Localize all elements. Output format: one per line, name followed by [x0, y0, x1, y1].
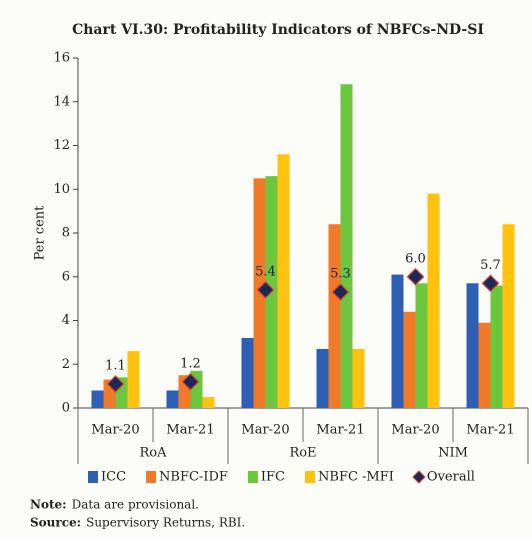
- data-label: 5.7: [480, 258, 501, 273]
- bar: [253, 178, 266, 408]
- bar: [127, 351, 140, 408]
- group-label: RoA: [139, 446, 167, 461]
- note-label: Source:: [30, 516, 81, 530]
- group-label: NIM: [438, 446, 468, 461]
- overall-marker: [181, 372, 200, 391]
- y-tick-label: 10: [53, 182, 70, 197]
- bar: [478, 322, 491, 408]
- data-label: 1.1: [105, 358, 126, 373]
- y-tick-label: 4: [62, 313, 70, 328]
- bar: [328, 224, 341, 408]
- x-tick-label: Mar-21: [316, 423, 364, 438]
- overall-marker: [406, 267, 425, 286]
- data-label: 6.0: [405, 251, 426, 266]
- legend-label: NBFC-IDF: [159, 470, 228, 485]
- bar: [166, 390, 179, 408]
- legend-swatch: [88, 471, 98, 483]
- bar: [202, 397, 215, 408]
- x-tick-label: Mar-20: [91, 423, 139, 438]
- y-tick-label: 14: [53, 94, 70, 109]
- bar: [352, 348, 365, 408]
- y-tick-label: 12: [53, 138, 70, 153]
- legend-label: Overall: [427, 470, 475, 485]
- legend-swatch: [305, 471, 316, 483]
- y-tick-label: 6: [62, 269, 70, 284]
- group-label: RoE: [289, 446, 316, 461]
- overall-marker: [481, 274, 500, 293]
- y-tick-label: 16: [53, 51, 70, 66]
- y-tick-label: 2: [62, 357, 70, 372]
- bar: [427, 193, 440, 408]
- bar: [91, 390, 104, 408]
- bar: [241, 338, 254, 408]
- note-text: Supervisory Returns, RBI.: [86, 516, 245, 530]
- bar: [415, 283, 428, 408]
- legend-swatch: [412, 470, 426, 484]
- y-tick-label: 8: [62, 226, 70, 241]
- chart-title: Chart VI.30: Profitability Indicators of…: [72, 22, 484, 38]
- bar: [391, 274, 404, 408]
- bar: [490, 285, 503, 408]
- note-label: Note:: [30, 498, 67, 512]
- bar: [502, 224, 515, 408]
- bar: [316, 348, 329, 408]
- overall-marker: [331, 283, 350, 301]
- data-label: 5.4: [255, 264, 276, 279]
- data-label: 1.2: [180, 356, 201, 371]
- x-tick-label: Mar-20: [241, 423, 289, 438]
- bar: [277, 154, 290, 408]
- overall-marker: [256, 281, 275, 299]
- x-tick-label: Mar-21: [466, 423, 514, 438]
- legend-label: NBFC -MFI: [318, 470, 394, 485]
- legend-label: ICC: [101, 470, 126, 485]
- x-tick-label: Mar-20: [391, 423, 439, 438]
- bar: [403, 311, 416, 408]
- x-tick-label: Mar-21: [166, 423, 214, 438]
- bar: [466, 283, 479, 408]
- data-label: 5.3: [330, 267, 351, 282]
- bar: [340, 84, 353, 408]
- note-text: Data are provisional.: [72, 498, 199, 512]
- y-tick-label: 0: [62, 401, 70, 416]
- legend-label: IFC: [261, 470, 285, 485]
- legend-swatch: [247, 471, 258, 483]
- overall-marker: [106, 375, 125, 393]
- y-axis-label: Per cent: [33, 205, 48, 261]
- legend-swatch: [146, 471, 157, 483]
